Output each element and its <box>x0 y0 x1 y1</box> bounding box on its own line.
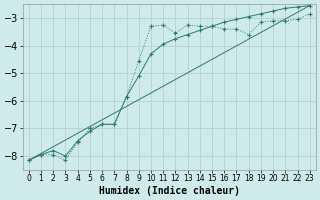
X-axis label: Humidex (Indice chaleur): Humidex (Indice chaleur) <box>99 186 240 196</box>
